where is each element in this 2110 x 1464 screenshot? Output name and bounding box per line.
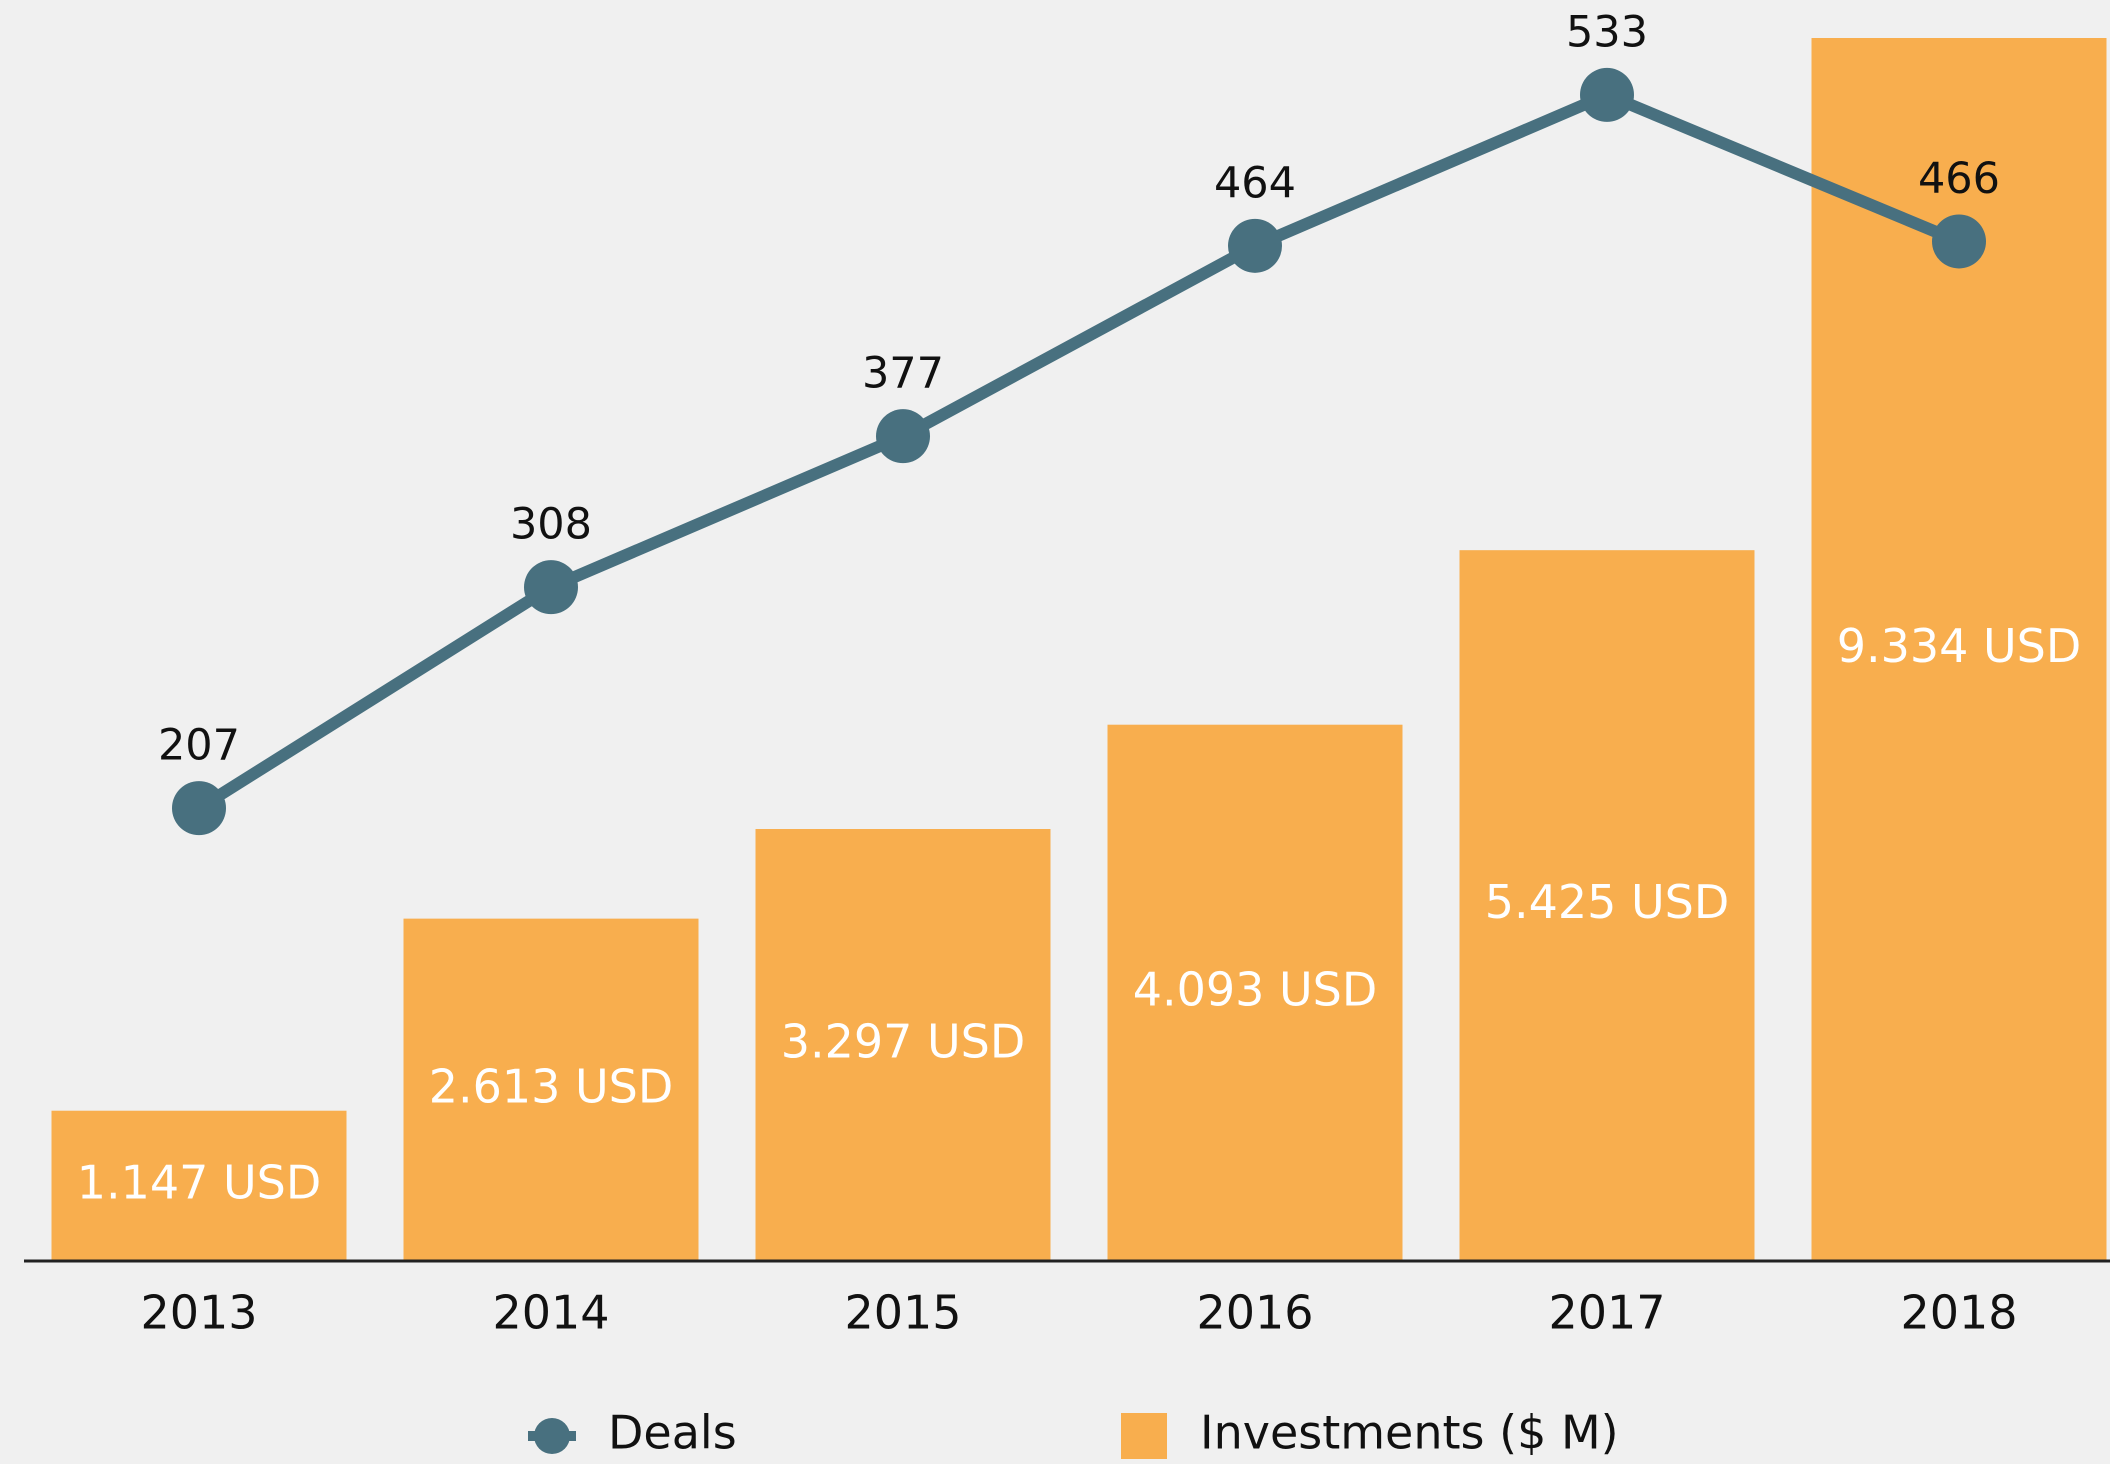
x-tick-label: 2016 [1196,1286,1313,1340]
x-tick-label: 2015 [844,1286,961,1340]
x-tick-label: 2013 [140,1286,257,1340]
deals-point [1932,214,1986,269]
legend-bar-symbol [1121,1413,1167,1459]
bar [1107,724,1403,1261]
deals-point [172,781,226,836]
deals-value-label: 207 [158,721,240,771]
bar-value-label: 2.613 USD [429,1059,674,1113]
deals-point [524,560,578,615]
bar [403,918,699,1261]
deals-point [1580,67,1634,122]
bar-value-label: 3.297 USD [781,1015,1026,1069]
legend-label: Deals [608,1406,737,1460]
deals-value-label: 308 [510,500,592,550]
deals-point [1228,218,1282,273]
bar-value-label: 9.334 USD [1837,619,2082,673]
deals-value-label: 377 [862,349,944,399]
bar-value-label: 1.147 USD [77,1155,322,1209]
bar [755,829,1051,1261]
bar-value-label: 5.425 USD [1485,875,1730,929]
x-tick-label: 2018 [1900,1286,2017,1340]
legend-point-symbol [534,1418,570,1454]
deals-line [195,88,1962,814]
deals-point [876,409,930,464]
deals-value-label: 464 [1214,158,1296,208]
bar [1459,550,1755,1261]
legend-label: Investments ($ M) [1200,1406,1619,1460]
bar-value-label: 4.093 USD [1133,962,1378,1016]
deals-value-label: 466 [1918,154,2000,204]
deals-value-label: 533 [1566,7,1648,57]
x-tick-label: 2017 [1548,1286,1665,1340]
x-tick-label: 2014 [492,1286,609,1340]
bar [51,1110,347,1261]
